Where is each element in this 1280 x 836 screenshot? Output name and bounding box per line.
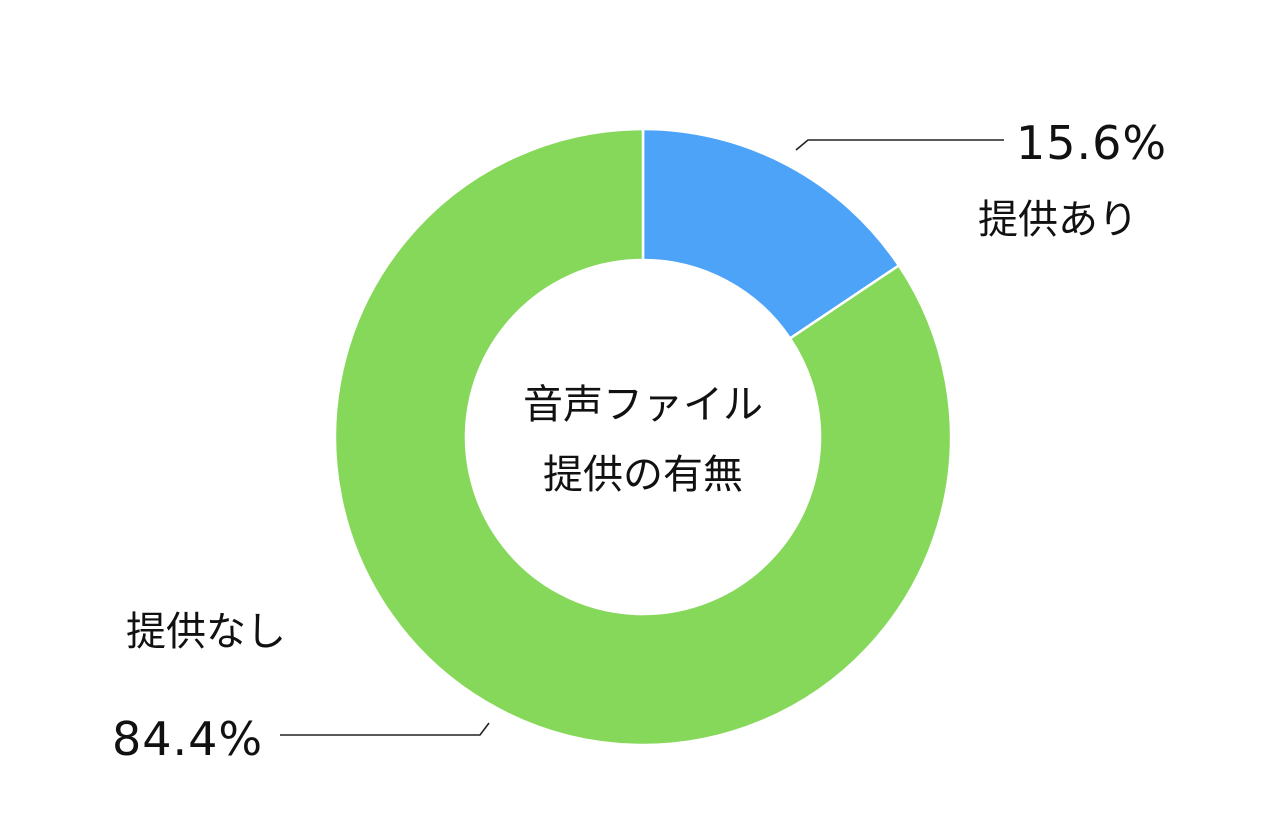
leader-lines: [280, 139, 1004, 736]
slice-category-label-nashi: 提供なし: [126, 609, 286, 655]
leader-line-nashi: [280, 722, 490, 736]
leader-line-ari: [795, 139, 1004, 151]
center-title-line-1: 音声ファイル: [523, 382, 763, 428]
donut-slice-nashi: [333, 127, 953, 747]
donut-slices: [333, 127, 953, 747]
slice-value-label-ari: 15.6%: [1016, 116, 1168, 170]
center-title: 音声ファイル 提供の有無: [440, 370, 846, 510]
slice-value-label-nashi: 84.4%: [112, 712, 264, 766]
slice-category-label-ari: 提供あり: [978, 197, 1138, 243]
center-title-line-2: 提供の有無: [543, 452, 743, 498]
donut-slice-ari: [641, 127, 901, 341]
